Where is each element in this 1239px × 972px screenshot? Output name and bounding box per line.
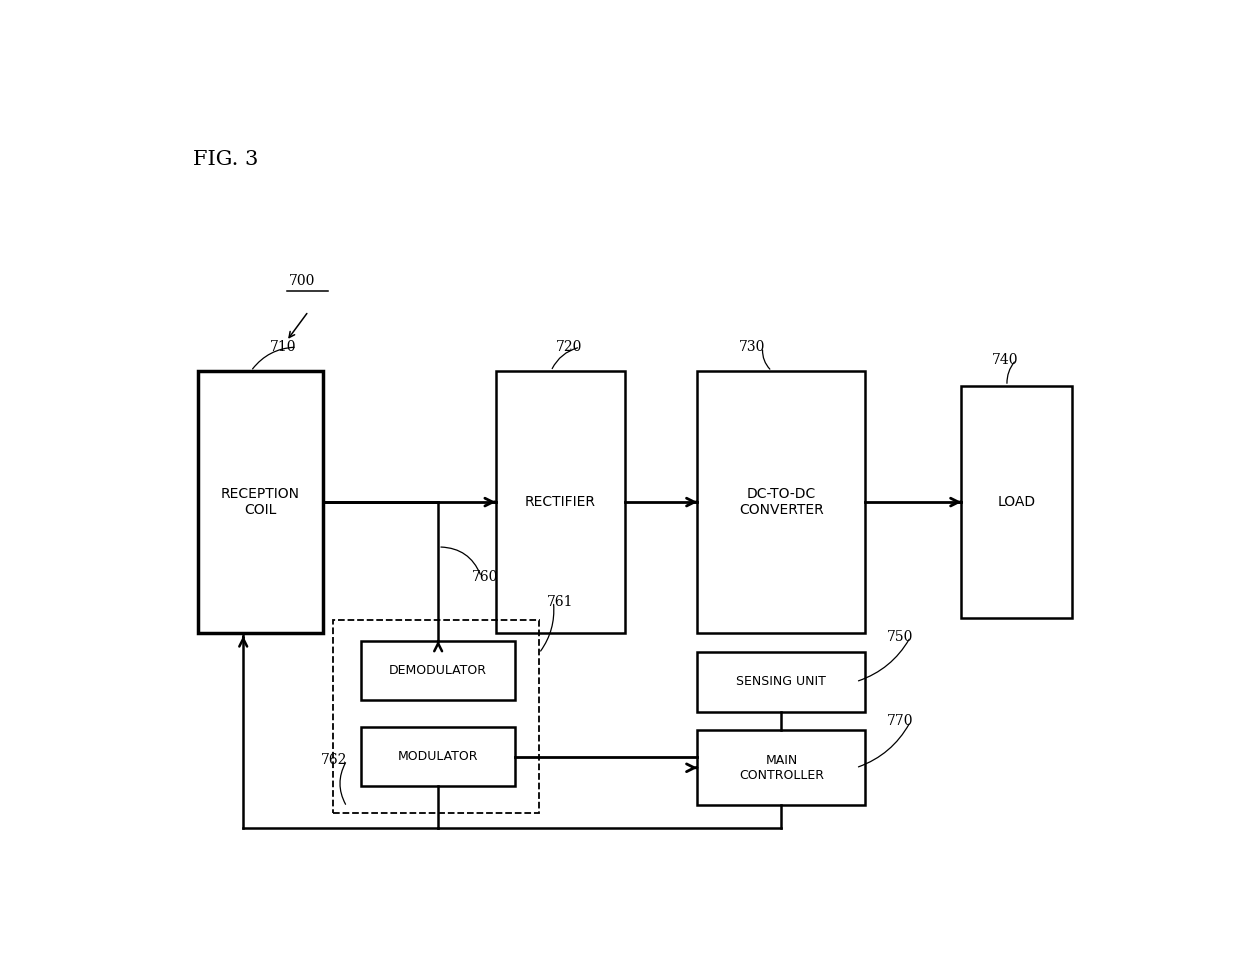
Text: RECEPTION
COIL: RECEPTION COIL: [221, 487, 300, 517]
Text: 750: 750: [887, 630, 913, 643]
Text: 760: 760: [472, 570, 498, 584]
Text: 720: 720: [556, 340, 582, 354]
Bar: [332, 619, 539, 813]
Text: 730: 730: [738, 340, 764, 354]
Bar: [362, 641, 515, 701]
Text: LOAD: LOAD: [997, 495, 1036, 509]
Bar: [698, 652, 866, 712]
Text: 770: 770: [887, 714, 913, 728]
Text: DC-TO-DC
CONVERTER: DC-TO-DC CONVERTER: [738, 487, 824, 517]
Bar: [698, 730, 866, 805]
Text: 710: 710: [270, 340, 296, 354]
Bar: [496, 371, 626, 633]
Text: MODULATOR: MODULATOR: [398, 750, 478, 763]
Text: FIG. 3: FIG. 3: [193, 151, 259, 169]
Text: 761: 761: [546, 595, 574, 608]
Bar: [198, 371, 323, 633]
Text: 700: 700: [290, 274, 316, 289]
Text: DEMODULATOR: DEMODULATOR: [389, 664, 487, 677]
Text: 762: 762: [321, 753, 347, 767]
Bar: [698, 371, 866, 633]
Bar: [362, 727, 515, 786]
Text: MAIN
CONTROLLER: MAIN CONTROLLER: [738, 753, 824, 781]
Text: SENSING UNIT: SENSING UNIT: [736, 676, 826, 688]
Bar: [961, 386, 1072, 618]
Text: 740: 740: [992, 353, 1018, 366]
Text: RECTIFIER: RECTIFIER: [525, 495, 596, 509]
